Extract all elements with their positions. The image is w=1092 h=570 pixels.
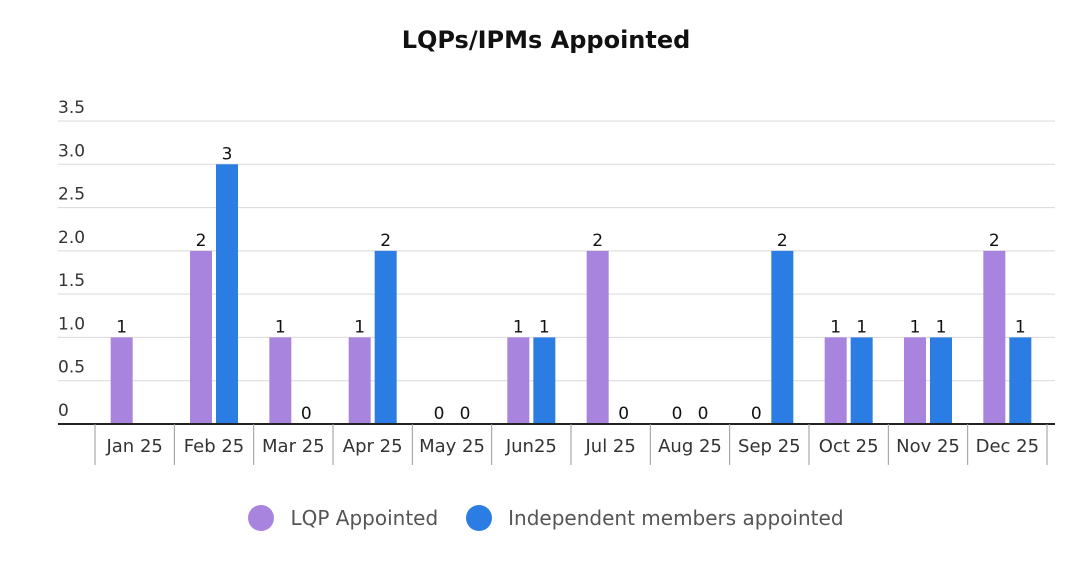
bar: [771, 250, 794, 424]
legend-item-independent[interactable]: Independent members appointed: [466, 505, 844, 531]
bar: [269, 337, 292, 424]
bar: [983, 250, 1006, 424]
data-label: 1: [513, 317, 524, 337]
x-tick-label: Mar 25: [262, 436, 325, 457]
data-label: 3: [222, 144, 233, 164]
y-tick-label: 1.0: [58, 314, 85, 334]
bar: [507, 337, 530, 424]
data-label: 1: [354, 317, 365, 337]
bar: [374, 250, 397, 424]
y-tick-label: 3.5: [58, 98, 85, 118]
data-label: 0: [460, 404, 471, 424]
legend-label-independent: Independent members appointed: [508, 506, 844, 530]
data-label: 2: [592, 231, 603, 251]
x-tick-label: Jul 25: [584, 436, 635, 457]
x-tick-label: May 25: [419, 436, 485, 457]
data-label: 2: [777, 231, 788, 251]
data-label: 2: [380, 231, 391, 251]
bar: [850, 337, 873, 424]
data-label: 0: [698, 404, 709, 424]
x-tick-label: Jun25: [505, 436, 557, 457]
chart-title: LQPs/IPMs Appointed: [401, 26, 691, 54]
data-label: 1: [275, 317, 286, 337]
x-tick-label: Jan 25: [105, 436, 162, 457]
data-label: 2: [989, 231, 1000, 251]
data-label: 0: [672, 404, 683, 424]
data-label: 0: [618, 404, 629, 424]
bar: [586, 250, 609, 424]
data-label: 1: [1015, 317, 1026, 337]
y-tick-label: 0.5: [58, 358, 85, 378]
x-tick-label: Oct 25: [819, 436, 879, 457]
bar: [110, 337, 133, 424]
data-label: 0: [301, 404, 312, 424]
y-tick-label: 0: [58, 401, 69, 421]
legend-label-lqp: LQP Appointed: [290, 506, 439, 530]
data-label: 1: [539, 317, 550, 337]
legend-swatch-independent: [466, 505, 493, 531]
legend-swatch-lqp: [248, 505, 275, 531]
bar: [824, 337, 847, 424]
bar: [348, 337, 371, 424]
data-label: 1: [830, 317, 841, 337]
data-label: 1: [910, 317, 921, 337]
bar: [533, 337, 556, 424]
bar: [1009, 337, 1032, 424]
data-label: 2: [196, 231, 207, 251]
x-tick-label: Dec 25: [976, 436, 1039, 457]
x-tick-label: Feb 25: [184, 436, 245, 457]
y-tick-label: 1.5: [58, 271, 85, 291]
data-label: 1: [116, 317, 127, 337]
data-label: 1: [936, 317, 947, 337]
x-tick-label: Nov 25: [896, 436, 960, 457]
legend: LQP Appointed Independent members appoin…: [0, 505, 1092, 531]
legend-item-lqp[interactable]: LQP Appointed: [248, 505, 438, 531]
y-tick-label: 2.5: [58, 185, 85, 205]
x-tick-label: Sep 25: [738, 436, 801, 457]
y-tick-label: 3.0: [58, 141, 85, 161]
bar: [216, 164, 238, 425]
data-label: 1: [856, 317, 867, 337]
data-label: 0: [434, 404, 445, 424]
data-label: 0: [751, 404, 762, 424]
y-tick-label: 2.0: [58, 228, 85, 248]
bar: [930, 337, 952, 424]
x-tick-label: Aug 25: [658, 436, 722, 457]
x-tick-label: Apr 25: [343, 436, 403, 457]
bar: [190, 250, 212, 424]
bar: [904, 337, 926, 424]
